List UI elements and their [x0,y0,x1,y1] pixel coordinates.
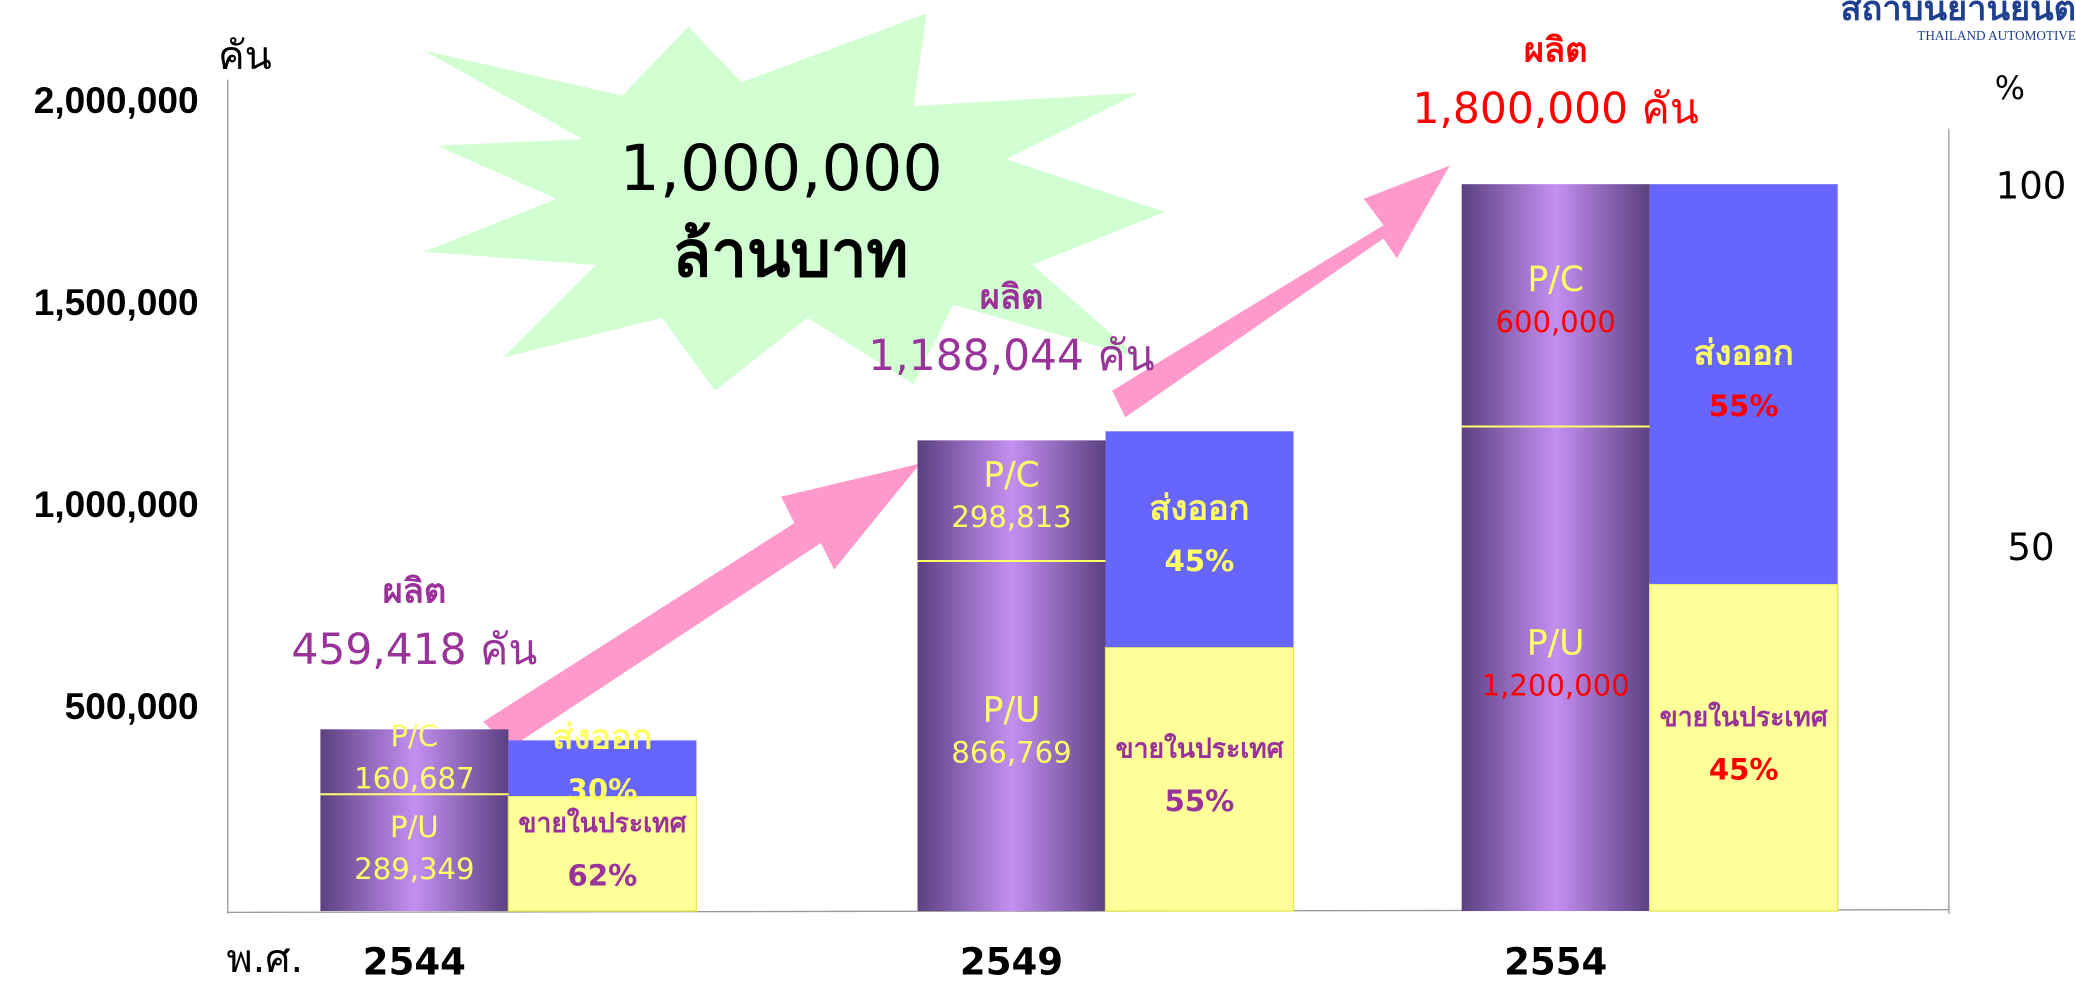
arrow [483,463,921,749]
total-label: ผลิต [1524,30,1588,70]
bar-segment [320,794,509,912]
bar-segment [1461,426,1650,912]
bar-segment [1461,184,1650,427]
total-value: 1,800,000 คัน [1413,84,1699,133]
x-tick-label: 2544 [363,940,466,983]
y-tick-label: 1,000,000 [34,483,199,525]
x-label: พ.ศ. [226,936,303,982]
share-value: 30% [568,773,638,807]
share-name: ส่งออก [1150,489,1250,529]
value-label: 866,769 [951,736,1071,770]
share-value: 45% [1709,752,1779,786]
y2-tick-label: 50 [2007,526,2054,569]
value-label: 289,349 [354,852,474,886]
share-name: ส่งออก [1694,333,1794,373]
total-label: ผลิต [980,277,1044,317]
share-name: ขายในประเทศ [1116,732,1285,764]
share-name: ขายในประเทศ [1660,701,1829,733]
total-value: 459,418 คัน [291,625,537,674]
y-unit: คัน [218,33,272,79]
x-tick-label: 2554 [1504,940,1607,983]
total-value: 1,188,044 คัน [868,331,1154,380]
series-name: P/U [390,810,439,844]
total-label: ผลิต [383,572,447,612]
logo: THAILAND AUTOMOTIVE [1917,28,2076,43]
value-label: 600,000 [1495,305,1615,339]
series-name: P/U [1527,623,1585,663]
value-label: 160,687 [354,761,474,795]
share-segment [1649,583,1839,912]
annotation: ล้านบาท [672,217,908,291]
y2-unit: % [1995,71,2025,107]
y-tick-label: 2,000,000 [34,79,199,121]
share-segment [508,740,697,797]
y-tick-label: 500,000 [65,685,199,727]
share-value: 55% [1165,784,1235,818]
share-name: ส่งออก [552,718,652,758]
share-value: 62% [568,858,638,892]
share-value: 55% [1709,389,1779,423]
value-label: 298,813 [951,500,1071,534]
bar-segment [917,440,1106,562]
annotation: 1,000,000 [619,131,942,205]
share-segment [1105,431,1294,648]
series-name: P/C [983,455,1039,495]
bar-segment [320,729,509,795]
value-label: 1,200,000 [1482,668,1630,702]
starburst [423,13,1166,391]
share-segment [1649,184,1838,584]
arrow [1112,165,1450,418]
series-name: P/C [1527,260,1583,300]
series-name: P/U [983,691,1041,731]
series-name: P/C [391,719,439,753]
logo: สถาบันยานยนต์ [1840,0,2076,29]
bar-segment [917,561,1106,912]
share-segment [507,795,698,912]
y-tick-label: 1,500,000 [34,281,199,323]
x-tick-label: 2549 [960,940,1063,983]
share-value: 45% [1165,544,1235,578]
share-segment [1104,646,1295,912]
y2-tick-label: 100 [1996,165,2067,208]
share-name: ขายในประเทศ [518,807,687,839]
